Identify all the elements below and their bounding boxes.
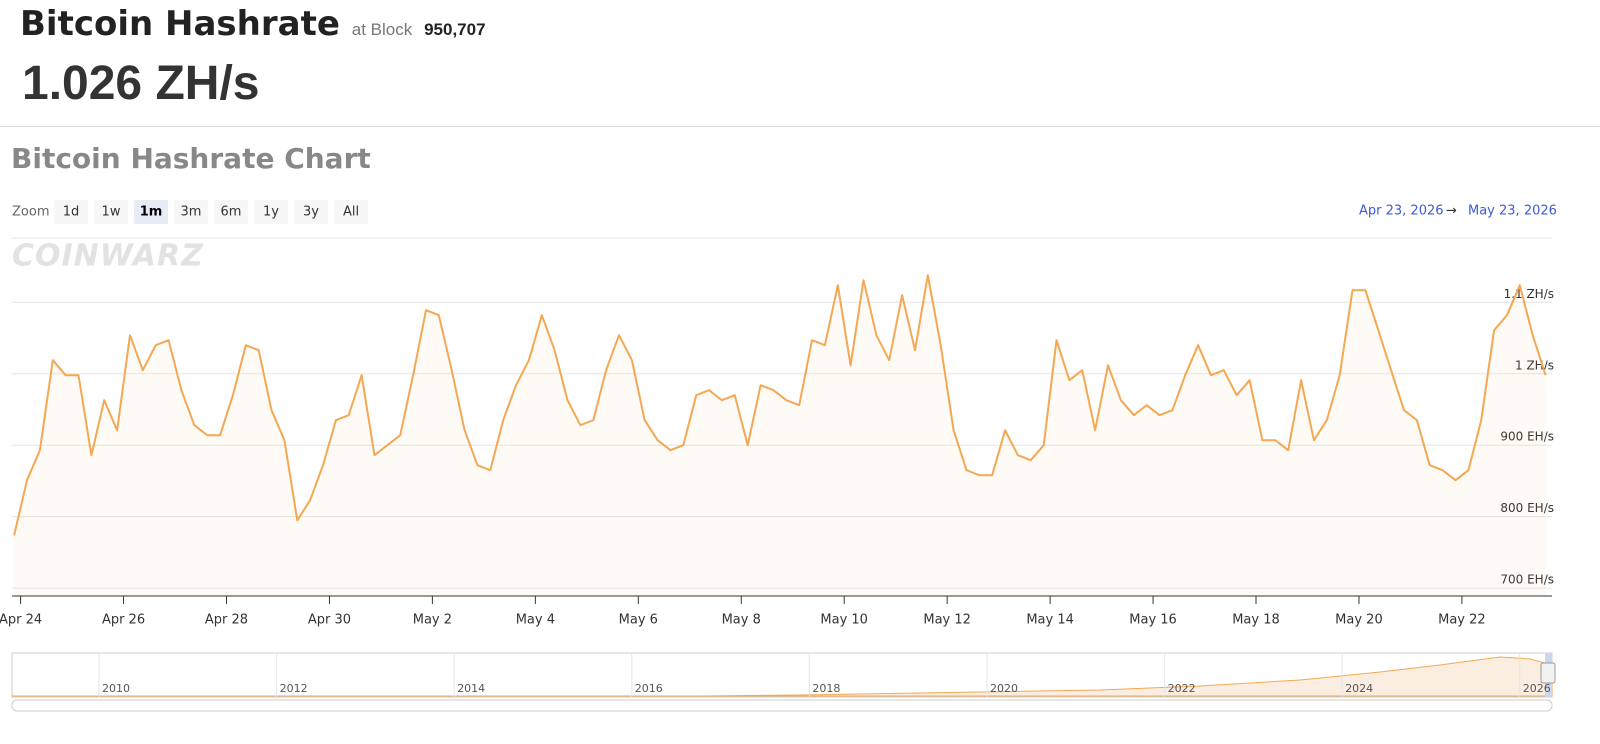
navigator-label: 2012 [280, 682, 308, 695]
x-tick-label: May 18 [1232, 613, 1280, 628]
watermark: COINWARZ [12, 239, 204, 274]
x-tick-label: May 6 [619, 613, 658, 628]
block-label: at Block [351, 20, 413, 39]
x-tick-label: May 16 [1129, 613, 1177, 628]
range-from[interactable]: Apr 23, 2026 [1359, 204, 1444, 219]
zoom-button-label[interactable]: 3y [303, 205, 319, 220]
line [13, 274, 1547, 536]
zoom-button[interactable] [334, 200, 368, 224]
navigator-handle[interactable] [1540, 662, 1556, 684]
x-tick-label: Apr 24 [0, 613, 42, 628]
zoom-button[interactable] [214, 200, 248, 224]
navigator-label: 2022 [1168, 682, 1196, 695]
x-tick-label: May 4 [516, 613, 555, 628]
page-title: Bitcoin Hashrate [20, 4, 340, 44]
header: Bitcoin Hashrate at Block 950,707 1.026 … [0, 0, 1600, 127]
x-tick-label: May 8 [722, 613, 761, 628]
block-number: 950,707 [424, 20, 486, 39]
zoom-button[interactable] [294, 200, 328, 224]
x-tick-label: May 14 [1026, 613, 1074, 628]
navigator-area [12, 656, 1553, 697]
x-tick-label: Apr 28 [205, 613, 248, 628]
scrollbar[interactable] [11, 699, 1553, 712]
navigator-label: 2024 [1345, 682, 1373, 695]
x-tick-label: May 12 [923, 613, 971, 628]
y-tick-label: 1.1 ZH/s [1504, 287, 1554, 301]
zoom-button[interactable] [94, 200, 128, 224]
zoom-button[interactable] [54, 200, 88, 224]
zoom-button-label[interactable]: 3m [181, 205, 202, 220]
x-tick-label: Apr 26 [102, 613, 145, 628]
x-tick-label: May 10 [820, 613, 868, 628]
navigator-label: 2010 [102, 682, 130, 695]
zoom-button-label[interactable]: 1w [102, 205, 121, 220]
zoom-button-label[interactable]: 1y [263, 205, 279, 220]
navigator-label: 2014 [457, 682, 485, 695]
x-tick-label: May 22 [1438, 613, 1486, 628]
area-fill [14, 275, 1546, 596]
navigator-label: 2020 [990, 682, 1018, 695]
zoom-button-label[interactable]: 1d [63, 205, 80, 220]
zoom-button-label[interactable]: 1m [140, 205, 163, 220]
x-tick-label: May 20 [1335, 613, 1383, 628]
x-tick-label: Apr 30 [308, 613, 351, 628]
y-tick-label: 800 EH/s [1500, 501, 1554, 515]
navigator-label: 2016 [635, 682, 663, 695]
y-tick-label: 900 EH/s [1500, 430, 1554, 444]
zoom-button[interactable] [134, 200, 168, 224]
range-to[interactable]: May 23, 2026 [1468, 204, 1557, 219]
y-tick-label: 700 EH/s [1500, 573, 1554, 587]
navigator-label: 2026 [1523, 682, 1551, 695]
x-tick-label: May 2 [413, 613, 452, 628]
chart: Bitcoin Hashrate Chart Zoom Apr 23, 2026… [0, 142, 1557, 712]
range-arrow: → [1446, 204, 1457, 219]
current-hashrate: 1.026 ZH/s [22, 57, 260, 110]
zoom-button-label[interactable]: All [343, 205, 359, 220]
zoom-button[interactable] [254, 200, 288, 224]
zoom-button-label[interactable]: 6m [221, 205, 242, 220]
navigator-label: 2018 [812, 682, 840, 695]
title-row: Bitcoin Hashrate at Block 950,707 [20, 4, 486, 44]
chart-title: Bitcoin Hashrate Chart [11, 142, 371, 175]
zoom-label: Zoom [12, 205, 49, 220]
zoom-button[interactable] [174, 200, 208, 224]
